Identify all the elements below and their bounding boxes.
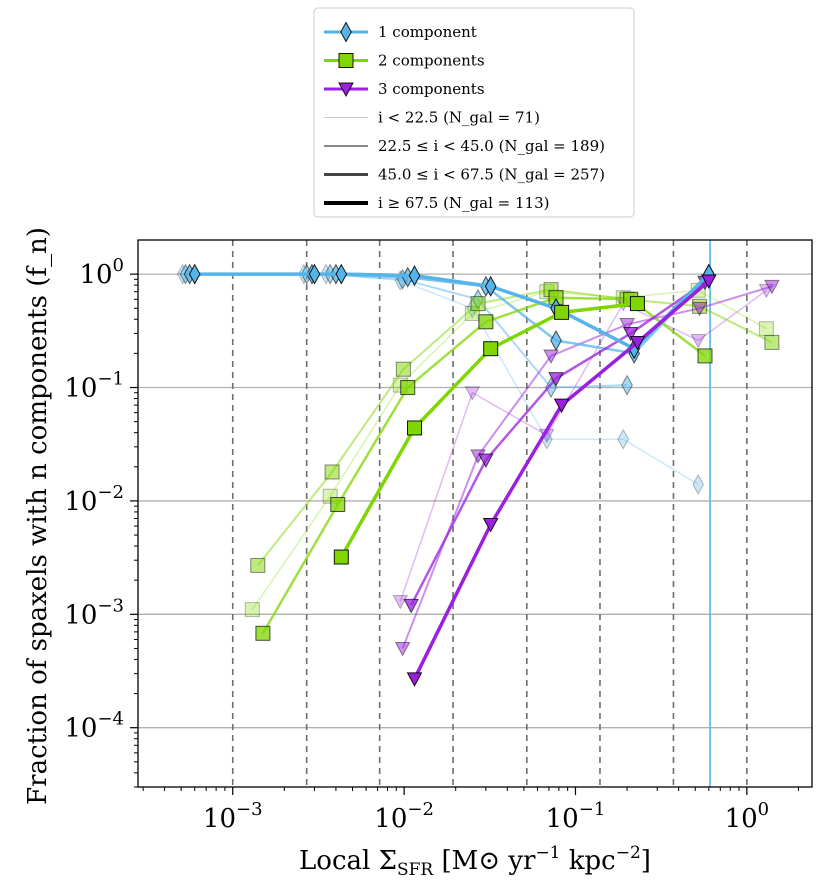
diamond-marker <box>308 263 321 285</box>
legend-item: i < 22.5 (N_gal = 71) <box>324 109 540 127</box>
diamond-marker <box>692 473 704 495</box>
y-tick-label: 10−2 <box>64 482 124 517</box>
diamond-marker <box>340 21 352 43</box>
legend-item: i ≥ 67.5 (N_gal = 113) <box>324 194 549 212</box>
square-marker <box>764 334 780 350</box>
triangle-marker <box>629 335 646 351</box>
series-square-inc0 <box>244 282 774 618</box>
square-marker <box>244 602 260 618</box>
x-axis-title-close: ] <box>641 846 651 876</box>
series-triangle-inc1 <box>394 279 780 657</box>
triangle-marker <box>700 274 717 290</box>
series-layer <box>176 263 780 687</box>
triangle-marker <box>622 326 639 342</box>
legend-label: 45.0 ≤ i < 67.5 (N_gal = 257) <box>378 166 605 184</box>
y-tick-label: 10−4 <box>64 709 124 744</box>
triangle-marker <box>392 594 409 610</box>
square-marker <box>250 557 266 573</box>
x-axis-title: Local ΣSFR [M⊙ yr−1 kpc−2] <box>299 843 651 880</box>
x-axis-title-units2: kpc <box>561 846 616 876</box>
series-square-inc3 <box>333 296 645 565</box>
diamond-marker <box>484 275 497 297</box>
x-axis-title-prefix: Local Σ <box>299 846 397 876</box>
y-tick-label: 10−1 <box>64 369 124 404</box>
x-tick-label: 10−3 <box>203 799 263 834</box>
legend-item: 3 components <box>324 80 485 98</box>
diamond-marker <box>408 265 421 287</box>
triangle-marker <box>543 349 559 364</box>
triangle-marker <box>406 672 423 687</box>
square-marker <box>400 380 416 396</box>
triangle-marker <box>619 317 635 333</box>
series-line <box>189 272 710 355</box>
square-marker <box>333 549 349 565</box>
triangle-marker <box>764 279 780 295</box>
series-square-inc1 <box>250 282 780 573</box>
square-marker <box>407 420 423 436</box>
y-axis-title-text: Fraction of spaxels with n components (f… <box>23 227 53 805</box>
legend-label: 2 components <box>378 52 485 70</box>
legend-item: 2 components <box>324 52 485 70</box>
square-marker <box>395 361 411 377</box>
diamond-marker <box>188 263 201 285</box>
triangle-marker <box>482 518 499 533</box>
triangle-marker <box>690 334 707 349</box>
triangle-marker <box>338 82 354 98</box>
legend-label: i < 22.5 (N_gal = 71) <box>378 109 540 127</box>
square-marker <box>629 296 645 312</box>
legend-item: 1 component <box>324 21 477 43</box>
square-marker <box>470 296 486 312</box>
y-tick-label: 100 <box>79 255 124 290</box>
y-tick-label: 10−3 <box>64 595 124 630</box>
series-line <box>401 285 773 649</box>
square-marker <box>478 314 494 330</box>
square-marker <box>255 625 271 641</box>
grid-layer <box>138 273 812 729</box>
x-axis-title-exp2: −2 <box>616 843 641 863</box>
series-triangle-inc3 <box>406 274 717 687</box>
diamond-marker <box>621 374 633 396</box>
series-line <box>399 289 767 602</box>
x-tick-label: 10−1 <box>546 799 606 834</box>
diamond-marker <box>550 329 562 351</box>
x-axis-title-sub: SFR <box>397 860 434 880</box>
diamond-marker <box>335 263 348 285</box>
series-line <box>257 288 773 567</box>
series-line <box>251 289 767 611</box>
x-axis-title-exp1: −1 <box>535 843 560 863</box>
triangle-marker <box>548 372 564 387</box>
triangle-marker <box>478 453 494 468</box>
square-marker <box>483 341 499 357</box>
plot-frame <box>137 239 813 788</box>
square-marker <box>697 348 713 364</box>
triangle-marker <box>464 386 481 401</box>
triangle-marker <box>691 301 708 317</box>
triangle-marker <box>553 398 570 414</box>
y-axis-title: Fraction of spaxels with n components (f… <box>23 227 53 805</box>
x-axis-title-units: [M⊙ yr <box>433 846 536 876</box>
triangle-marker <box>394 642 411 657</box>
legend-item: 45.0 ≤ i < 67.5 (N_gal = 257) <box>324 166 605 184</box>
triangle-marker <box>403 598 420 614</box>
square-marker <box>330 496 346 512</box>
square-marker <box>324 464 340 480</box>
legend-label: 1 component <box>378 23 477 41</box>
legend-item: 22.5 ≤ i < 45.0 (N_gal = 189) <box>324 137 605 155</box>
square-marker <box>338 53 354 68</box>
axis-ticks: 10−3 10−2 10−1 100 10−4 10−3 10−2 10−1 100 <box>64 255 799 834</box>
x-tick-label: 10−2 <box>374 799 434 834</box>
legend: 1 component 2 components 3 components i < 2… <box>313 7 635 218</box>
square-marker <box>554 304 570 320</box>
series-triangle-inc0 <box>392 283 775 610</box>
square-marker <box>758 321 774 337</box>
legend-box <box>313 7 635 218</box>
legend-label: i ≥ 67.5 (N_gal = 113) <box>378 194 549 212</box>
legend-label: 22.5 ≤ i < 45.0 (N_gal = 189) <box>378 137 605 155</box>
x-tick-label: 100 <box>725 799 770 834</box>
diamond-marker <box>617 428 630 450</box>
legend-label: 3 components <box>378 80 485 98</box>
